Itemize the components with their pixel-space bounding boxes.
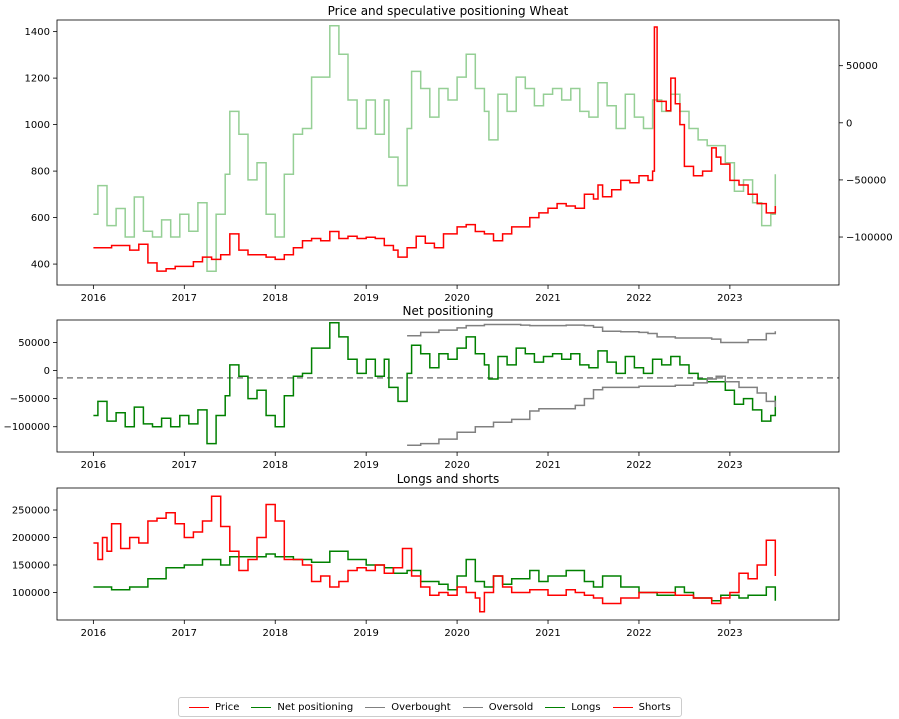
y-tick-label: 600 <box>31 213 50 224</box>
legend-swatch-shorts <box>612 706 633 708</box>
legend-label-oversold: Oversold <box>488 701 534 713</box>
x-tick-label: 2020 <box>444 293 469 304</box>
panel-net-positioning: Net positioning 2016 2017 2018 2019 2020 2021 2… <box>3 304 840 471</box>
legend-label-net-positioning: Net positioning <box>277 701 354 713</box>
plot-frame <box>56 19 840 286</box>
x-tick-label: 2023 <box>717 628 742 639</box>
panel-title: Longs and shorts <box>397 472 500 486</box>
series-net-positioning-line <box>93 322 777 445</box>
panel-price-and-speculative-positioning-wheat: Price and speculative positioning Wheat 2… <box>25 4 893 304</box>
plot-frame <box>56 319 840 453</box>
y-tick-label: 100000 <box>12 588 50 599</box>
x-tick-label: 2016 <box>81 293 106 304</box>
legend-item-price: Price <box>189 702 239 713</box>
y-tick-label: 150000 <box>12 561 50 572</box>
series-net-positioning-line <box>93 24 777 273</box>
panel-title: Net positioning <box>403 304 494 318</box>
x-tick-label: 2022 <box>626 293 651 304</box>
series-overbought-line <box>407 323 777 344</box>
x-tick-label: 2021 <box>535 293 560 304</box>
x-tick-label: 2016 <box>81 460 106 471</box>
x-tick-label: 2023 <box>717 293 742 304</box>
legend-swatch-price <box>189 706 209 708</box>
y-tick-label: 800 <box>31 167 50 178</box>
y-right-tick-label: −50000 <box>846 175 886 186</box>
y-tick-label: 400 <box>31 260 50 271</box>
x-tick-label: 2018 <box>263 628 288 639</box>
x-tick-label: 2019 <box>353 628 378 639</box>
y-tick-label: 200000 <box>12 533 50 544</box>
y-tick-label: −100000 <box>3 422 50 433</box>
x-tick-label: 2021 <box>535 460 560 471</box>
legend-item-overbought: Overbought <box>365 701 451 713</box>
x-tick-label: 2019 <box>353 293 378 304</box>
panel-longs-and-shorts: Longs and shorts 2016 2017 2018 2019 2020 2021… <box>12 472 840 639</box>
legend-label-price: Price <box>215 701 240 713</box>
y-tick-label: 1000 <box>25 120 50 131</box>
x-tick-label: 2023 <box>717 460 742 471</box>
legend-label-shorts: Shorts <box>638 701 671 713</box>
plot-frame <box>56 487 840 621</box>
legend: Price Net positioning Overbought Oversol… <box>178 697 682 717</box>
legend-swatch-overbought <box>365 706 386 708</box>
panel-title: Price and speculative positioning Wheat <box>328 4 569 18</box>
y-right-tick-label: 50000 <box>846 61 878 72</box>
x-tick-label: 2016 <box>81 628 106 639</box>
x-tick-label: 2017 <box>172 460 197 471</box>
legend-item-net-positioning: Net positioning <box>251 702 353 713</box>
y-tick-label: −50000 <box>10 394 50 405</box>
x-tick-label: 2020 <box>444 628 469 639</box>
y-tick-label: 1400 <box>25 27 50 38</box>
series-price-line <box>93 26 777 272</box>
x-tick-label: 2020 <box>444 460 469 471</box>
legend-label-overbought: Overbought <box>391 701 451 713</box>
x-tick-label: 2019 <box>353 460 378 471</box>
y-right-tick-label: −100000 <box>846 233 893 244</box>
x-tick-label: 2017 <box>172 293 197 304</box>
y-tick-label: 0 <box>44 366 50 377</box>
x-tick-label: 2021 <box>535 628 560 639</box>
y-right-tick-label: 0 <box>846 118 852 129</box>
legend-swatch-oversold <box>462 706 483 708</box>
series-oversold-line <box>407 375 777 447</box>
legend-swatch-net-positioning <box>251 706 272 708</box>
series-longs-line <box>93 550 777 602</box>
series-shorts-line <box>93 495 777 613</box>
legend-label-longs: Longs <box>571 701 601 713</box>
legend-item-oversold: Oversold <box>462 701 534 713</box>
legend-item-shorts: Shorts <box>612 701 671 713</box>
legend-item-longs: Longs <box>545 701 601 713</box>
y-tick-label: 50000 <box>18 338 50 349</box>
x-tick-label: 2017 <box>172 628 197 639</box>
legend-swatch-longs <box>545 706 566 708</box>
y-tick-label: 1200 <box>25 74 50 85</box>
x-tick-label: 2018 <box>263 460 288 471</box>
x-tick-label: 2022 <box>626 460 651 471</box>
x-tick-label: 2018 <box>263 293 288 304</box>
y-tick-label: 250000 <box>12 506 50 517</box>
x-tick-label: 2022 <box>626 628 651 639</box>
